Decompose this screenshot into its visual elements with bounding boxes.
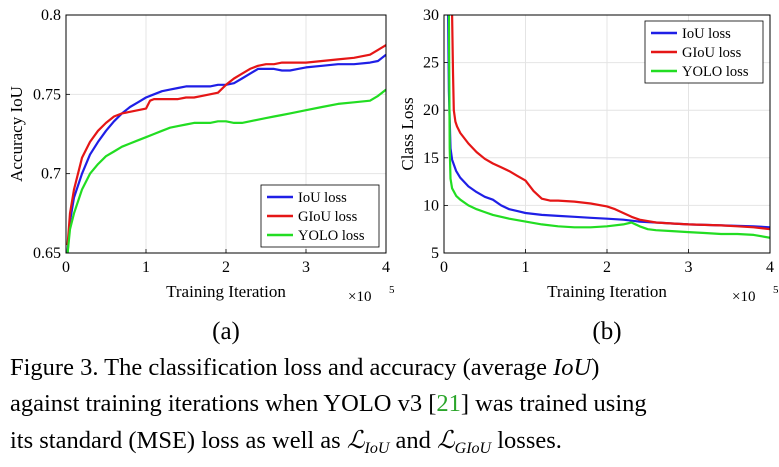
series-group <box>447 15 770 239</box>
x-axis-label: Training Iteration <box>166 282 286 301</box>
x-tick-label: 1 <box>522 259 530 276</box>
x-axis-multiplier: ×10 <box>732 289 755 305</box>
legend-label: YOLO loss <box>298 228 365 244</box>
x-axis-multiplier: ×10 <box>348 289 371 305</box>
y-tick-label: 15 <box>423 150 439 167</box>
x-tick-label: 0 <box>440 259 448 276</box>
x-tick-label: 3 <box>302 259 310 276</box>
x-tick-label: 2 <box>222 259 230 276</box>
panel-label: (a) <box>212 318 240 345</box>
legend-label: YOLO loss <box>682 64 749 80</box>
y-axis-label: Accuracy IoU <box>7 86 26 182</box>
series-line-iou-loss <box>66 53 386 253</box>
y-tick-label: 10 <box>423 197 439 214</box>
y-tick-label: 0.7 <box>41 166 61 183</box>
x-tick-label: 4 <box>382 259 390 276</box>
legend-label: GIoU loss <box>682 45 742 61</box>
y-tick-label: 30 <box>423 7 439 24</box>
x-tick-label: 4 <box>766 259 774 276</box>
y-tick-label: 0.65 <box>33 245 61 262</box>
x-axis-label: Training Iteration <box>547 282 667 301</box>
series-group <box>66 44 386 253</box>
caption-line-3: its standard (MSE) loss as well as ℒIoU … <box>10 425 562 457</box>
series-line-yolo-loss <box>66 88 386 253</box>
caption-line-1: Figure 3. The classification loss and ac… <box>10 354 600 381</box>
x-axis-multiplier-exponent: 5 <box>389 284 395 296</box>
series-line-yolo-loss <box>447 15 770 239</box>
legend: IoU loss GIoU loss YOLO loss <box>260 184 380 248</box>
x-tick-label: 0 <box>62 259 70 276</box>
y-tick-label: 25 <box>423 55 439 72</box>
plot-frame <box>65 14 387 254</box>
y-tick-label: 0.8 <box>41 7 61 24</box>
legend-label: IoU loss <box>682 26 731 42</box>
caption-line-2: against training iterations when YOLO v3… <box>10 390 647 417</box>
panel-label: (b) <box>592 318 621 345</box>
legend-label: IoU loss <box>298 190 347 206</box>
y-tick-label: 5 <box>431 245 439 262</box>
plot-frame <box>443 14 771 254</box>
x-axis-multiplier-exponent: 5 <box>773 284 779 296</box>
y-tick-label: 20 <box>423 102 439 119</box>
class-loss-chart: 0 1 2 3 4 5 10 15 20 25 30 Training Iteration Class … <box>398 7 779 345</box>
series-line-giou-loss <box>451 15 770 231</box>
y-axis-label: Class Loss <box>398 97 417 170</box>
x-tick-label: 3 <box>685 259 693 276</box>
series-line-giou-loss <box>66 44 386 246</box>
figure-caption: Figure 3. The classification loss and ac… <box>10 350 770 467</box>
x-tick-label: 2 <box>603 259 611 276</box>
accuracy-chart: 0 1 2 3 4 0.65 0.7 0.75 0.8 Training Iteration Acc… <box>7 7 395 345</box>
legend-label: GIoU loss <box>298 209 358 225</box>
legend: IoU loss GIoU loss YOLO loss <box>644 20 764 84</box>
reference-link[interactable]: 21 <box>436 390 461 417</box>
x-tick-label: 1 <box>142 259 150 276</box>
y-tick-label: 0.75 <box>33 86 61 103</box>
